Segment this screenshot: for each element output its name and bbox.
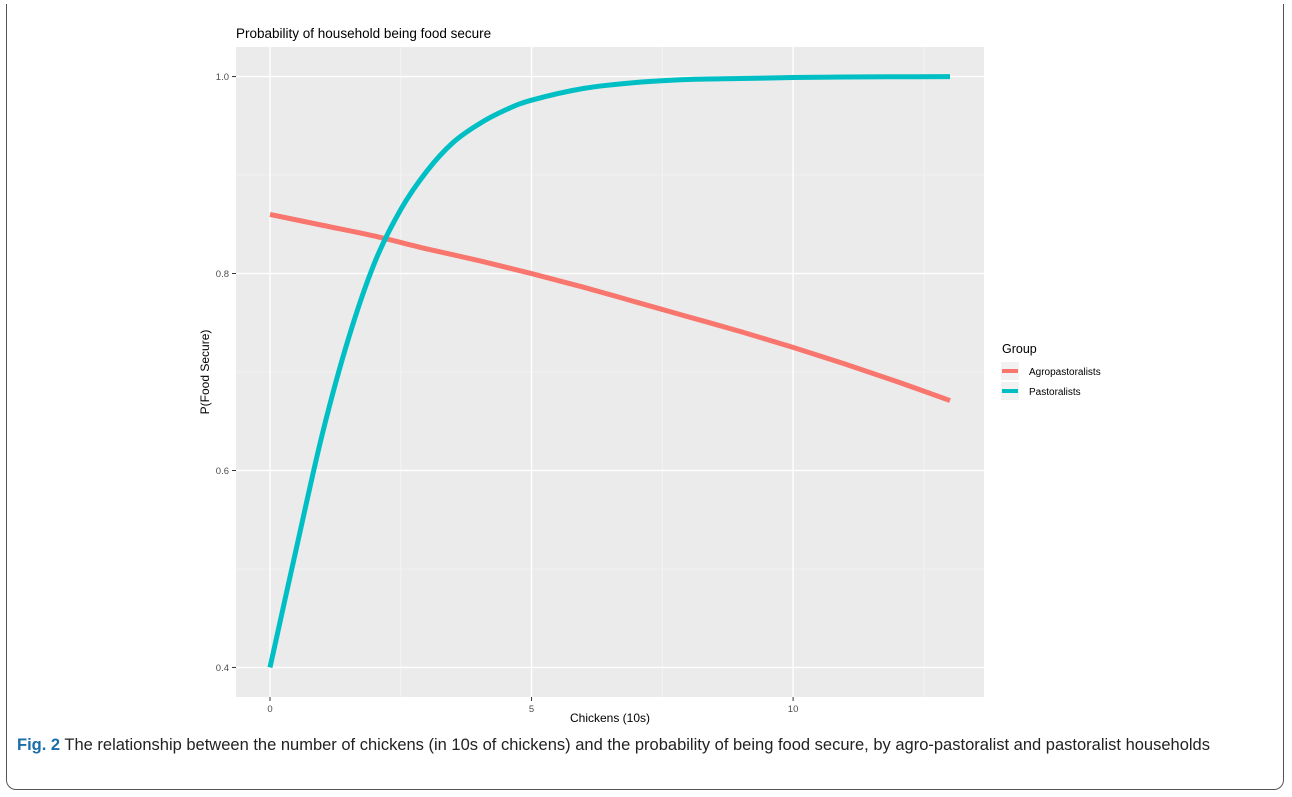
legend: Group Agropastoralists Pastoralists [1001,342,1101,400]
x-tick-label: 5 [529,704,534,715]
legend-label-pastoralists: Pastoralists [1029,387,1081,398]
y-tick-label: 0.8 [216,269,229,280]
figure-caption-text: The relationship between the number of c… [60,736,1210,754]
minor-gridlines [236,47,984,697]
figure-caption: Fig. 2 The relationship between the numb… [17,733,1267,757]
chart: Probability of household being food secu… [198,26,1101,725]
axis-ticks [232,76,794,701]
chart-title: Probability of household being food secu… [236,26,491,41]
series-line-pastoralists [267,74,951,668]
figure-frame [6,4,1284,790]
tick-labels: 0 5 10 0.4 0.6 0.8 1.0 [216,72,799,715]
figure-label: Fig. 2 [17,736,61,754]
legend-title: Group [1002,342,1037,356]
y-tick-label: 0.6 [216,466,229,477]
series-line-agropastoralists [269,211,951,403]
y-axis-title: P(Food Secure) [198,330,212,415]
x-tick-label: 0 [267,704,272,715]
major-gridlines [236,47,984,697]
x-tick-label: 10 [788,704,799,715]
y-tick-label: 0.4 [216,663,229,674]
series-lines [267,74,951,668]
x-axis-title: Chickens (10s) [570,711,650,725]
legend-label-agropastoralists: Agropastoralists [1029,367,1101,378]
y-tick-label: 1.0 [216,72,229,83]
